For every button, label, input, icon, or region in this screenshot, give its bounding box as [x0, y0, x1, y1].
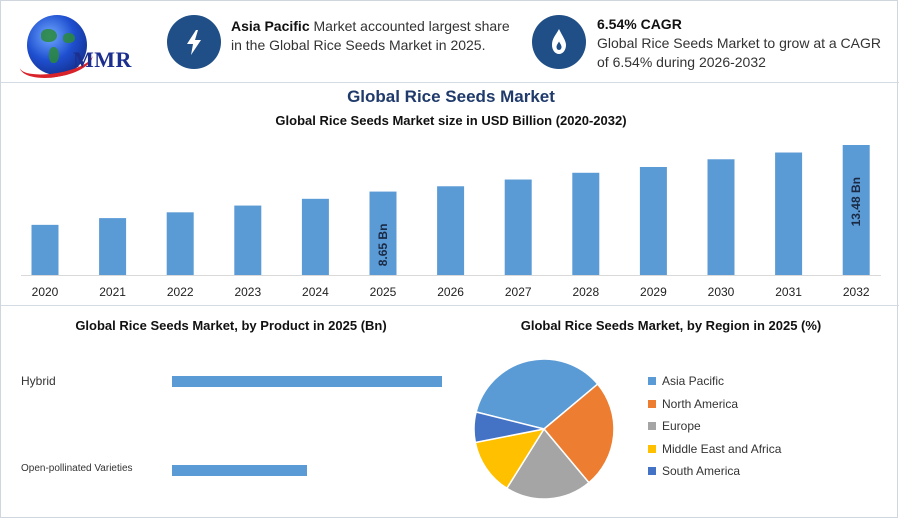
bar-2031 [775, 152, 803, 275]
bar-2024 [301, 198, 329, 275]
cagr-info: 6.54% CAGR Global Rice Seeds Market to g… [597, 15, 893, 72]
market-size-bar-chart: 2020 2021 2022 2023 2024 2025 8.65 Bn 2026 2027 2… [21, 145, 881, 299]
pie-slice-3 [474, 427, 546, 490]
year-label-2023: 2023 [234, 285, 261, 299]
legend-swatch-2 [648, 422, 656, 430]
bar-2030 [707, 159, 735, 275]
year-label-2022: 2022 [167, 285, 194, 299]
bar-2020 [31, 224, 59, 275]
year-label-2026: 2026 [437, 285, 464, 299]
legend-swatch-4 [648, 467, 656, 475]
year-label-2024: 2024 [302, 285, 329, 299]
cagr-text: Global Rice Seeds Market to grow at a CA… [597, 35, 882, 70]
year-label-2020: 2020 [32, 285, 59, 299]
bar-2027 [504, 179, 532, 275]
pie-slice-1 [542, 383, 615, 484]
cagr-title: 6.54% CAGR [597, 16, 682, 32]
year-label-2029: 2029 [640, 285, 667, 299]
year-label-2027: 2027 [505, 285, 532, 299]
logo-text: MMR [73, 47, 132, 72]
flame-icon [532, 15, 586, 69]
legend-text-2: Europe [662, 419, 701, 433]
legend-text-4: South America [662, 464, 741, 478]
section-divider [1, 305, 899, 306]
year-label-2028: 2028 [572, 285, 599, 299]
bar-2025 [369, 191, 397, 275]
legend-text-1: North America [662, 396, 739, 411]
info-left-text: Market accounted largest share in the Gl… [231, 18, 510, 53]
bar-2032 [842, 145, 870, 275]
bar-2021 [99, 218, 127, 275]
product-chart-title: Global Rice Seeds Market, by Product in … [75, 318, 387, 333]
bar-2028 [572, 172, 600, 275]
product-label-1: Open-pollinated Varieties [21, 463, 133, 474]
product-bar-1 [172, 465, 307, 476]
asia-pacific-info: Asia Pacific Market accounted largest sh… [231, 17, 521, 55]
legend-swatch-3 [648, 444, 656, 453]
pie-slice-4 [473, 411, 545, 444]
year-label-2030: 2030 [708, 285, 735, 299]
info-left-bold: Asia Pacific [231, 18, 310, 34]
product-bar-0 [172, 376, 442, 387]
legend-text-0: Asia Pacific [662, 374, 725, 388]
year-label-2032: 2032 [843, 285, 870, 299]
value-label-2032: 13.48 Bn [849, 177, 863, 226]
pie-slice-0 [475, 358, 599, 430]
region-chart-title: Global Rice Seeds Market, by Region in 2… [520, 318, 822, 333]
year-label-2021: 2021 [99, 285, 126, 299]
globe-icon [27, 15, 87, 75]
bar-2029 [639, 166, 667, 275]
legend-swatch-0 [648, 377, 656, 385]
region-pie-chart [473, 358, 615, 500]
lightning-icon [167, 15, 221, 69]
header-divider [1, 82, 899, 83]
legend-text-3: Middle East and Africa [662, 441, 782, 456]
bar-2023 [234, 205, 262, 275]
bar-2022 [166, 212, 194, 275]
year-label-2031: 2031 [775, 285, 802, 299]
bar-chart-title: Global Rice Seeds Market size in USD Bil… [275, 113, 627, 128]
year-label-2025: 2025 [370, 285, 397, 299]
product-label-0: Hybrid [21, 374, 56, 388]
main-title: Global Rice Seeds Market [347, 87, 555, 106]
bar-2026 [437, 186, 465, 275]
pie-slice-2 [505, 427, 590, 500]
legend-swatch-1 [648, 399, 656, 408]
value-label-2025: 8.65 Bn [376, 224, 390, 267]
